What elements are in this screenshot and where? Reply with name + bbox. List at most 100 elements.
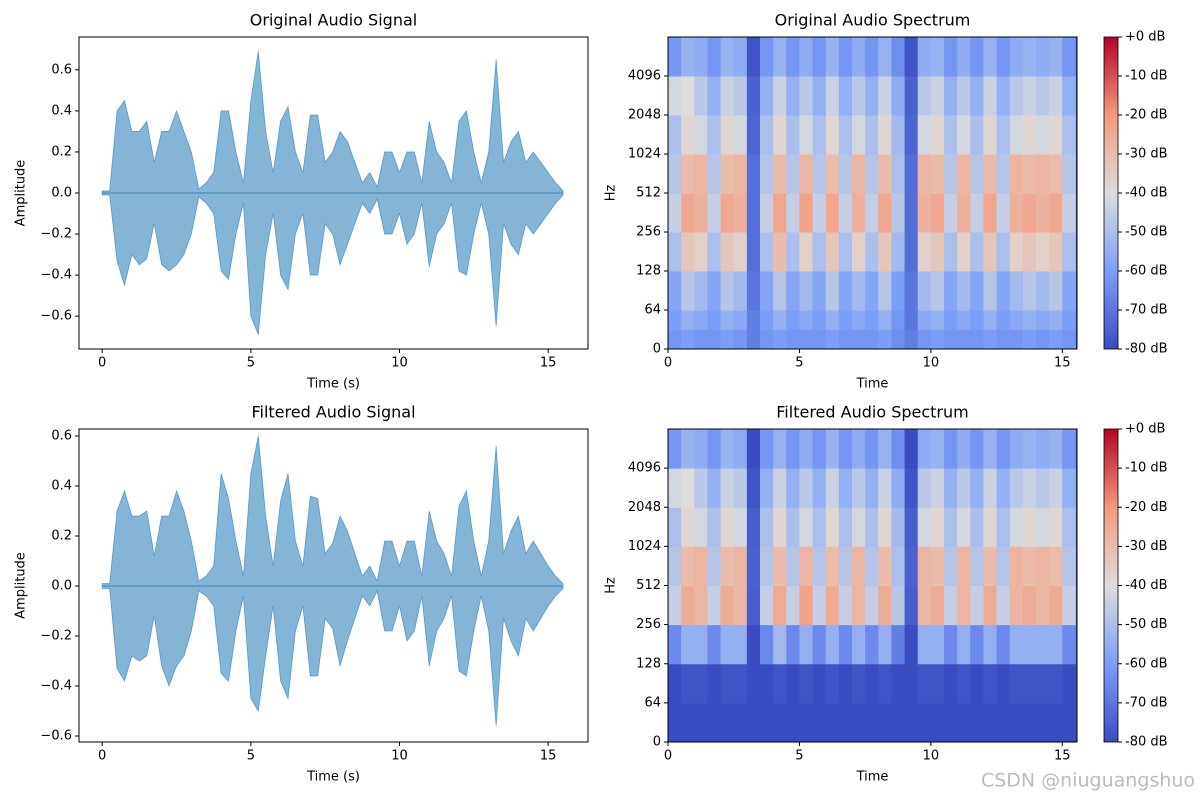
heatmap-cell	[957, 585, 971, 626]
heatmap-cell	[681, 37, 695, 77]
heatmap-cell	[668, 329, 682, 350]
heatmap-cell	[930, 154, 945, 194]
heatmap-cell	[878, 232, 892, 272]
heatmap-cell	[694, 329, 708, 350]
heatmap-cell	[799, 624, 814, 665]
heatmap-cell	[799, 663, 814, 704]
heatmap-cell	[773, 154, 787, 194]
heatmap-cell	[1049, 546, 1063, 586]
heatmap-cell	[1035, 507, 1050, 547]
heatmap-cell	[851, 702, 866, 723]
heatmap-cell	[957, 329, 971, 350]
y-tick-label: 1024	[628, 539, 661, 554]
heatmap-cell	[917, 624, 932, 665]
heatmap-cell	[1035, 468, 1050, 508]
heatmap-cell	[825, 546, 840, 586]
heatmap-cell	[917, 429, 932, 469]
heatmap-cell	[746, 702, 761, 723]
heatmap-cell	[746, 624, 761, 665]
heatmap-cell	[943, 76, 958, 116]
heatmap-cell	[1035, 429, 1050, 469]
heatmap-cell	[759, 702, 774, 723]
heatmap-cell	[983, 193, 998, 233]
colorbar-tick-label: +0 dB	[1125, 422, 1165, 437]
heatmap-cell	[733, 76, 748, 116]
heatmap-cell	[825, 271, 840, 311]
colorbar-tick-label: -80 dB	[1125, 342, 1168, 357]
heatmap-cell	[733, 329, 748, 350]
heatmap-cell	[773, 37, 787, 77]
heatmap-cell	[773, 507, 787, 547]
heatmap-cell	[786, 271, 800, 311]
y-tick-label: 128	[636, 656, 661, 671]
heatmap-cell	[773, 232, 787, 272]
heatmap-cell	[1035, 115, 1050, 155]
heatmap-cell	[759, 37, 774, 77]
heatmap-cell	[1049, 722, 1063, 743]
heatmap-cell	[878, 76, 892, 116]
heatmap-cell	[1049, 37, 1063, 77]
heatmap-cell	[1035, 193, 1050, 233]
heatmap-cell	[838, 663, 853, 704]
heatmap-cell	[720, 193, 735, 233]
heatmap-cell	[957, 663, 971, 704]
heatmap-cell	[694, 429, 708, 469]
heatmap-cell	[865, 624, 879, 665]
heatmap-cell	[1049, 702, 1063, 723]
heatmap-cell	[707, 115, 722, 155]
heatmap-cell	[838, 702, 853, 723]
y-axis-label: Amplitude	[14, 552, 29, 619]
heatmap-cell	[707, 232, 722, 272]
heatmap-cell	[681, 271, 695, 311]
heatmap-cell	[851, 154, 866, 194]
heatmap-cell	[1035, 624, 1050, 665]
heatmap-cell	[681, 193, 695, 233]
heatmap-cell	[1049, 624, 1063, 665]
heatmap-cell	[943, 546, 958, 586]
heatmap-cell	[759, 115, 774, 155]
heatmap-cell	[825, 193, 840, 233]
heatmap-cell	[668, 429, 682, 469]
chart-title: Filtered Audio Signal	[251, 403, 415, 422]
heatmap-cell	[1022, 507, 1037, 547]
heatmap-cell	[996, 232, 1011, 272]
heatmap-cell	[838, 468, 853, 508]
heatmap-cell	[694, 76, 708, 116]
heatmap-cell	[812, 193, 827, 233]
x-tick-label: 5	[795, 356, 803, 371]
heatmap-cell	[786, 624, 800, 665]
y-tick-label: 256	[636, 225, 661, 240]
heatmap-cell	[746, 429, 761, 469]
plot-frame	[667, 36, 1078, 350]
heatmap-cell	[707, 37, 722, 77]
colorbar-tick-label: -30 dB	[1125, 539, 1168, 554]
heatmap-cell	[943, 624, 958, 665]
heatmap-cell	[773, 546, 787, 586]
heatmap-cell	[983, 329, 998, 350]
heatmap-cell	[1062, 702, 1076, 723]
y-tick-label: −0.4	[40, 268, 72, 283]
heatmap-cell	[799, 329, 814, 350]
heatmap-cell	[838, 722, 853, 743]
y-tick-label: 512	[636, 578, 661, 593]
heatmap-cell	[878, 193, 892, 233]
heatmap-cell	[707, 310, 722, 330]
y-tick-label: 64	[644, 695, 661, 710]
heatmap-cell	[891, 429, 906, 469]
heatmap-cell	[694, 468, 708, 508]
heatmap-cell	[930, 585, 945, 626]
heatmap-cell	[865, 546, 879, 586]
heatmap-cell	[1009, 429, 1024, 469]
heatmap-cell	[759, 310, 774, 330]
colorbar-tick-label: -20 dB	[1125, 108, 1168, 123]
heatmap-cell	[786, 154, 800, 194]
heatmap-cell	[970, 76, 984, 116]
y-tick-label: −0.6	[40, 309, 72, 324]
heatmap-cell	[851, 37, 866, 77]
heatmap-cell	[957, 154, 971, 194]
heatmap-cell	[773, 468, 787, 508]
heatmap-cell	[786, 329, 800, 350]
heatmap-cell	[707, 193, 722, 233]
heatmap-cell	[746, 271, 761, 311]
heatmap-cell	[799, 271, 814, 311]
